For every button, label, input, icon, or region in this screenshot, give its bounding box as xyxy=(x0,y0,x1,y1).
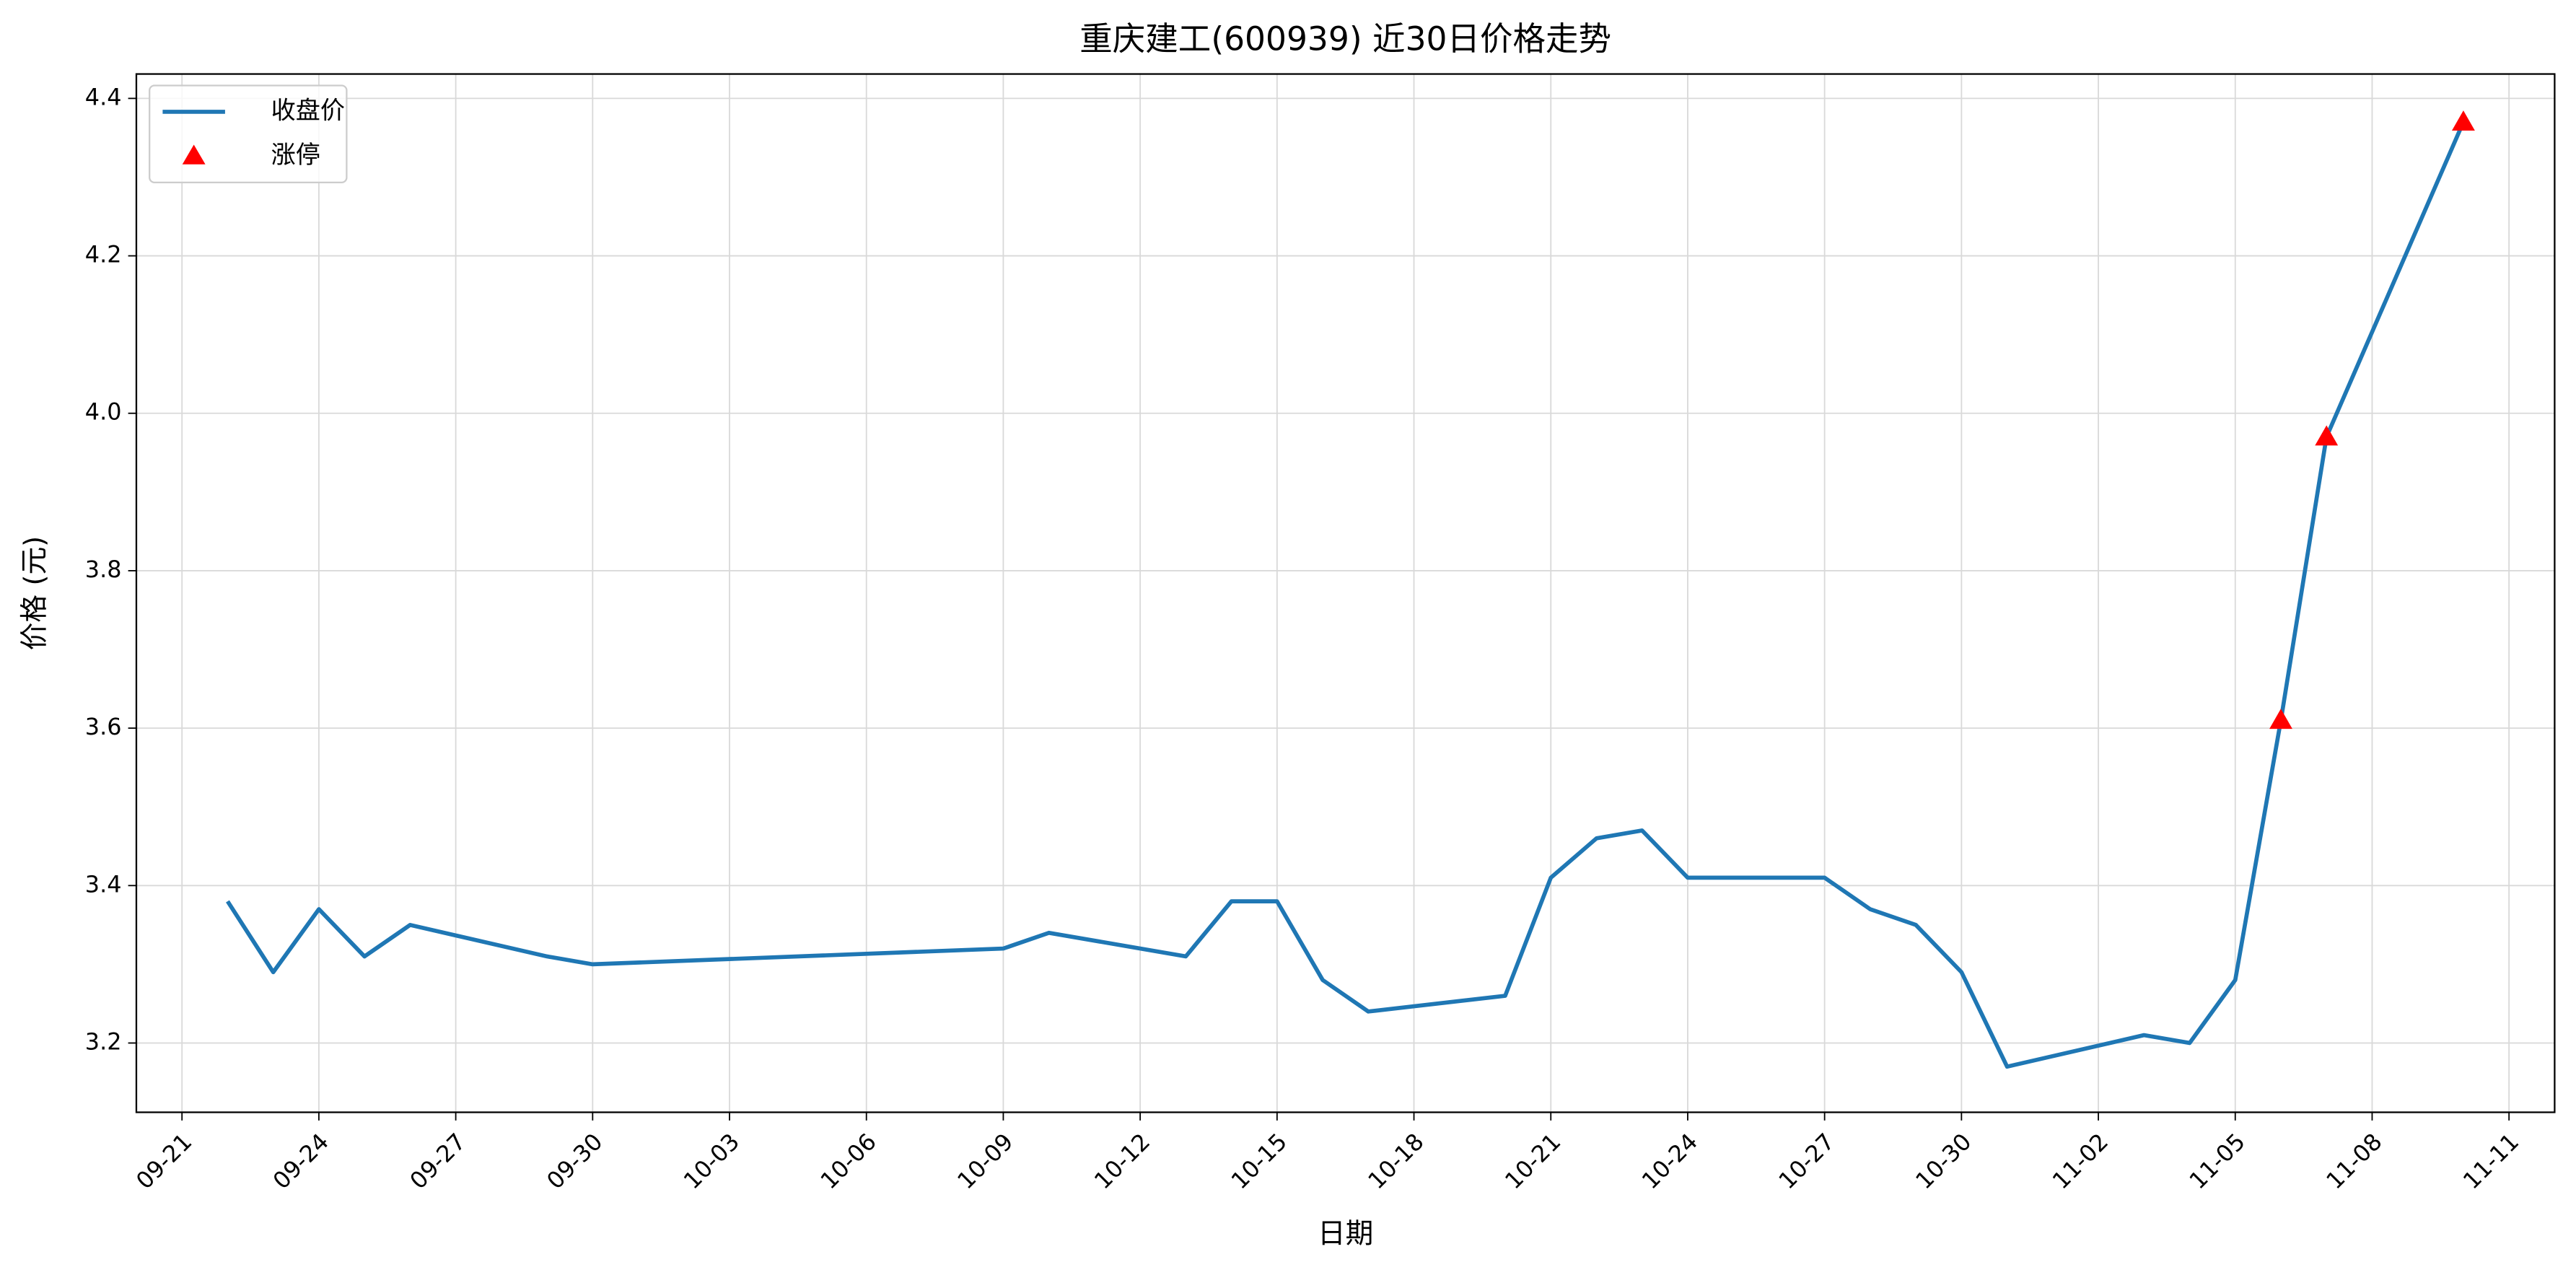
y-tick-label: 4.4 xyxy=(85,83,122,110)
limit-up-marker xyxy=(2451,110,2475,131)
legend-label: 涨停 xyxy=(271,141,320,170)
y-tick-label: 4.2 xyxy=(85,241,122,268)
limit-up-marker xyxy=(2315,425,2339,446)
y-axis-label: 价格 (元) xyxy=(19,536,51,651)
y-tick-label: 3.2 xyxy=(85,1028,122,1055)
limit-up-marker xyxy=(2269,709,2292,729)
y-tick-label: 3.8 xyxy=(85,556,122,583)
price-line xyxy=(226,121,2466,1069)
x-axis-label: 日期 xyxy=(1318,1218,1373,1250)
y-tick-label: 3.6 xyxy=(85,713,122,740)
y-tick-label: 3.4 xyxy=(85,870,122,898)
y-tick-label: 4.0 xyxy=(85,398,122,426)
plot-frame xyxy=(135,73,2556,1113)
legend-label: 收盘价 xyxy=(271,96,345,125)
chart-title: 重庆建工(600939) 近30日价格走势 xyxy=(1079,20,1611,58)
legend-marker xyxy=(182,144,206,165)
